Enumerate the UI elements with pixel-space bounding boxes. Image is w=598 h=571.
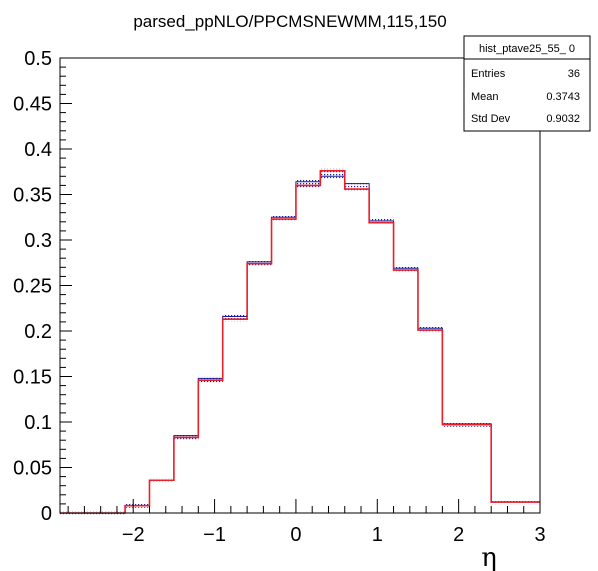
y-tick-label: 0.5 — [24, 48, 52, 70]
stats-entries-label: Entries — [471, 68, 506, 80]
x-tick-label: −1 — [203, 524, 226, 546]
hatched-bin — [247, 259, 272, 266]
y-tick-label: 0.35 — [13, 185, 52, 207]
y-tick-label: 0.45 — [13, 94, 52, 116]
y-tick-label: 0.25 — [13, 276, 52, 298]
hatched-bin — [198, 376, 223, 383]
hatched-bin — [295, 179, 321, 188]
hatched-bin — [222, 314, 248, 322]
x-tick-label: −2 — [122, 524, 145, 546]
x-tick-label: 0 — [290, 524, 301, 546]
hatched-band-layer — [60, 168, 540, 515]
hatched-bin — [320, 168, 345, 179]
stats-entries-value: 36 — [568, 68, 580, 80]
stats-stddev-value: 0.9032 — [546, 113, 580, 125]
x-tick-label: 2 — [453, 524, 464, 546]
x-axis: −2 −1 0 1 2 3 — [67, 499, 546, 546]
series-line-red — [60, 170, 540, 514]
y-tick-label: 0.1 — [24, 412, 52, 434]
y-axis: 0 0.05 0.1 0.15 0.2 0.25 0.3 0.35 0.4 0.45 0.5 — [13, 48, 72, 525]
x-tick-label: 1 — [372, 524, 383, 546]
hatched-bin — [173, 433, 199, 440]
chart-title: parsed_ppNLO/PPCMSNEWMM,115,150 — [133, 12, 446, 31]
series-layer — [60, 170, 540, 514]
stats-box-name: hist_ptave25_55_ 0 — [479, 43, 575, 55]
hatched-bin — [369, 218, 394, 225]
x-tick-label: 3 — [534, 524, 545, 546]
x-axis-label: η — [481, 543, 497, 571]
y-tick-label: 0.3 — [24, 230, 52, 252]
hatched-bin — [344, 181, 370, 192]
y-tick-label: 0.2 — [24, 321, 52, 343]
y-tick-label: 0.05 — [13, 458, 52, 480]
stats-mean-value: 0.3743 — [546, 91, 580, 103]
stats-stddev-label: Std Dev — [471, 113, 511, 125]
hatched-bin — [271, 215, 296, 222]
stats-box-frame — [463, 35, 591, 132]
hatched-bin — [417, 326, 443, 333]
y-tick-label: 0.15 — [13, 367, 52, 389]
hatched-bin — [393, 266, 418, 273]
y-tick-label: 0 — [41, 503, 52, 525]
stats-mean-label: Mean — [471, 91, 499, 103]
y-tick-label: 0.4 — [24, 139, 52, 161]
series-line-blue — [60, 175, 540, 514]
stats-box: hist_ptave25_55_ 0 Entries 36 Mean 0.374… — [463, 35, 591, 132]
